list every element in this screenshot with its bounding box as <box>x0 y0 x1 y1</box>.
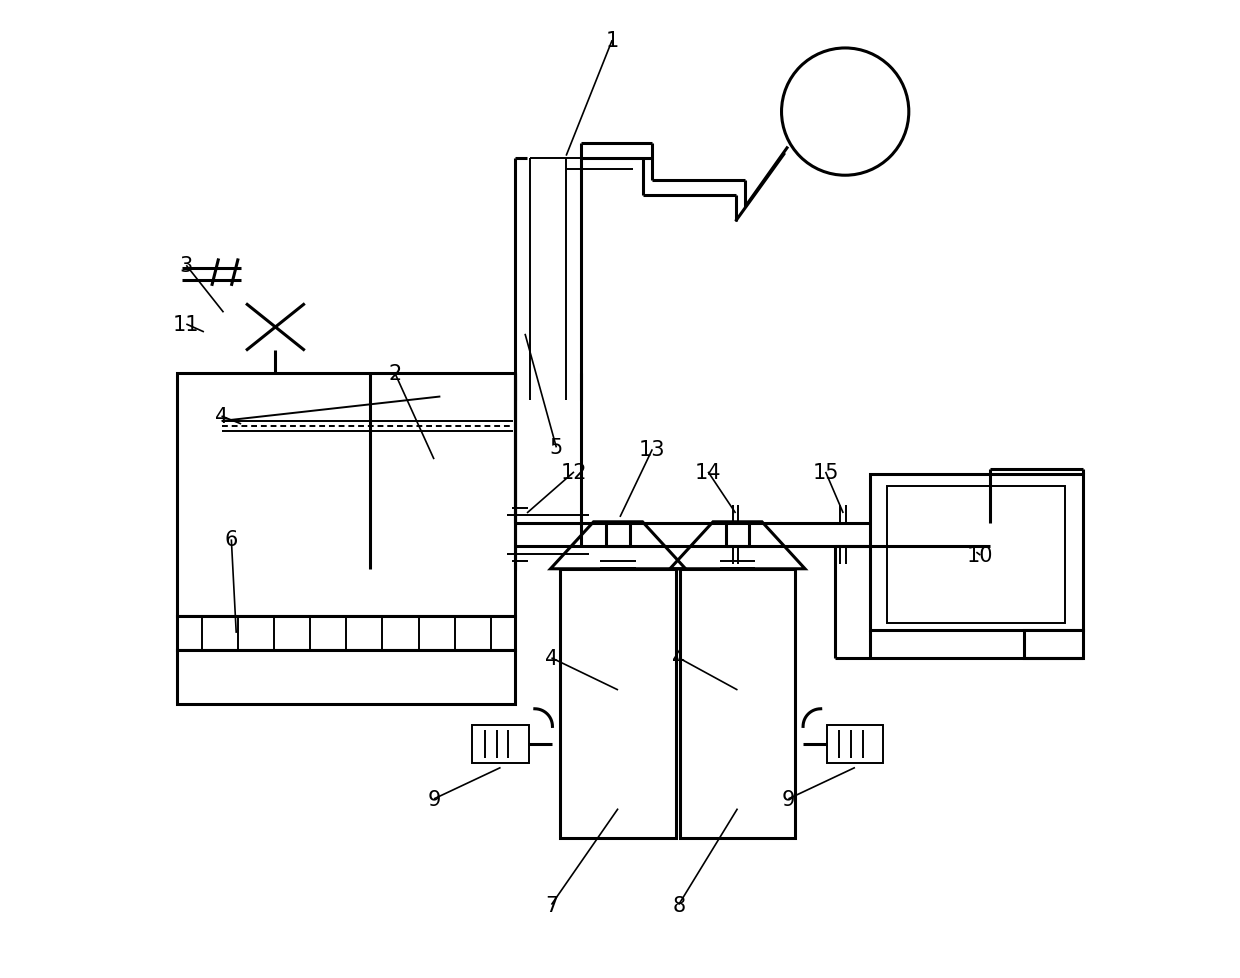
Text: 5: 5 <box>549 438 563 458</box>
Bar <box>869 474 1083 631</box>
Bar <box>1024 631 1083 658</box>
Text: 4: 4 <box>215 407 228 426</box>
Bar <box>560 569 676 838</box>
Bar <box>680 569 795 838</box>
Bar <box>472 726 529 763</box>
Text: 9: 9 <box>428 789 440 809</box>
Text: 2: 2 <box>388 364 402 383</box>
Bar <box>177 650 516 704</box>
Text: 11: 11 <box>174 315 200 334</box>
Text: 3: 3 <box>180 256 193 276</box>
Text: 6: 6 <box>224 530 238 550</box>
Text: 12: 12 <box>560 463 588 482</box>
Text: 4: 4 <box>672 648 686 668</box>
Text: 7: 7 <box>544 895 558 914</box>
Text: 8: 8 <box>672 895 686 914</box>
Bar <box>888 486 1065 623</box>
Text: 9: 9 <box>781 789 795 809</box>
Bar <box>827 726 883 763</box>
Text: 13: 13 <box>639 440 666 460</box>
Bar <box>371 381 516 569</box>
Bar <box>177 616 516 650</box>
Text: 14: 14 <box>694 463 722 482</box>
Text: 1: 1 <box>605 31 619 51</box>
Text: 10: 10 <box>967 546 993 565</box>
Bar <box>177 374 516 616</box>
Text: 15: 15 <box>812 463 838 482</box>
Text: 4: 4 <box>544 648 558 668</box>
